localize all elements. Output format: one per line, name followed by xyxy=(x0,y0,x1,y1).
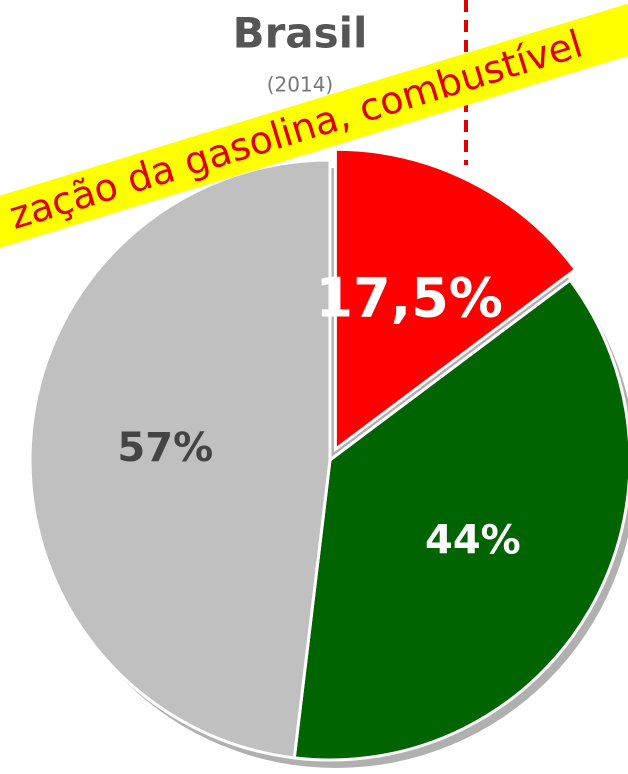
data-label: 17,5% xyxy=(316,266,503,329)
chart-title: Brasil xyxy=(233,9,368,58)
pie-slice xyxy=(28,158,332,760)
annotation-box xyxy=(0,0,628,251)
pie-slice xyxy=(292,278,628,762)
data-label: 44% xyxy=(425,518,521,564)
pie-slice xyxy=(333,147,578,453)
data-label: 57% xyxy=(117,425,213,471)
pie: 17,5% 44% 57% xyxy=(28,147,628,768)
chart-subtitle: (2014) xyxy=(267,73,334,97)
